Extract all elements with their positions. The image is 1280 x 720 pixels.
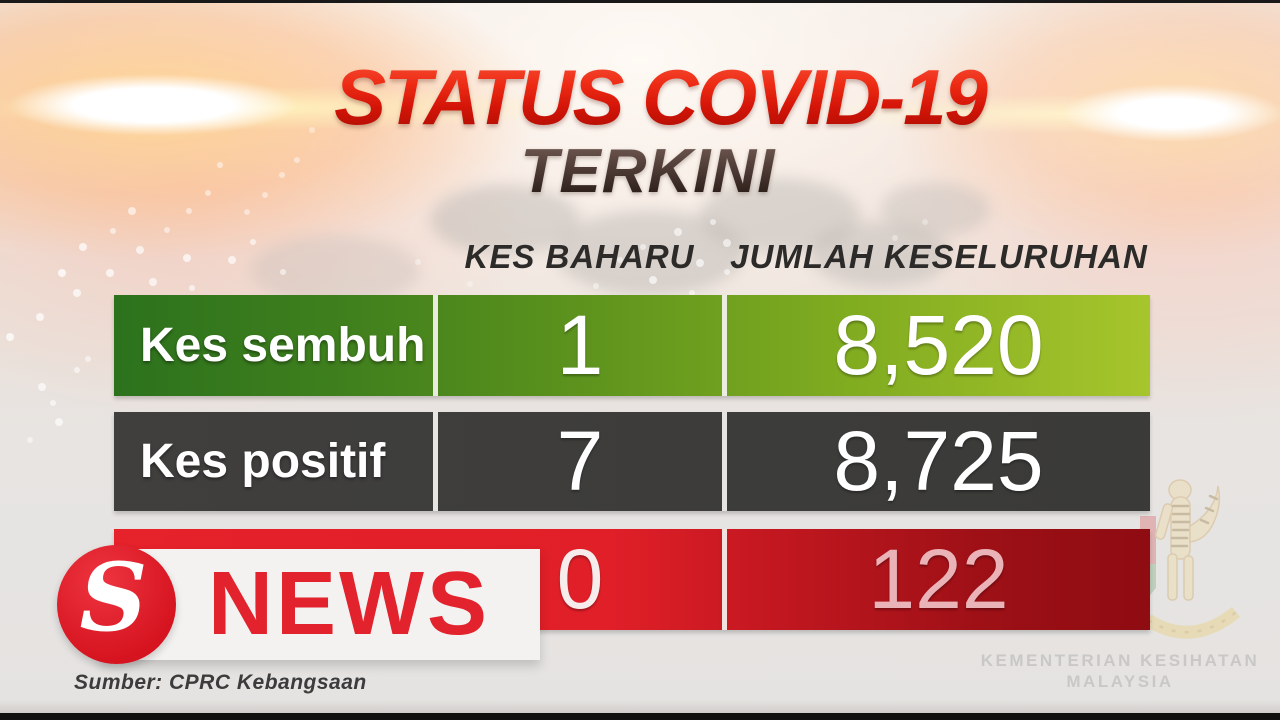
table-row-positive: Kes positif 7 8,725	[114, 412, 1150, 511]
star-logo-icon: S	[57, 542, 176, 664]
news-logo-word: NEWS	[208, 554, 490, 654]
column-header-total: JUMLAH KESELURUHAN	[730, 238, 1148, 275]
row-label: Kes positif	[140, 435, 386, 488]
page-subtitle: TERKINI	[16, 136, 1280, 207]
malaysia-coat-of-arms-watermark	[1140, 479, 1241, 639]
sun-flare-left-icon	[8, 74, 298, 136]
positive-new-cases-value: 7	[556, 414, 604, 508]
bottom-frame-bar	[0, 713, 1280, 720]
column-divider	[722, 295, 727, 396]
deaths-new-cases-value: 0	[556, 532, 604, 626]
column-header-new-cases: KES BAHARU	[464, 238, 695, 275]
row-label: Kes sembuh	[140, 319, 426, 372]
ministry-line1: KEMENTERIAN KESIHATAN	[980, 651, 1260, 670]
ministry-line2: MALAYSIA	[1066, 672, 1174, 691]
world-map-blob	[430, 185, 580, 255]
world-map-blob	[250, 235, 420, 305]
recovered-total-value: 8,520	[833, 298, 1044, 392]
source-caption: Sumber: CPRC Kebangsaan	[74, 671, 367, 694]
news-logo-bar: NEWS	[100, 549, 540, 660]
column-divider	[433, 295, 438, 396]
ministry-watermark: KEMENTERIAN KESIHATAN MALAYSIA	[972, 650, 1268, 692]
table-row-recovered: Kes sembuh 1 8,520	[114, 295, 1150, 396]
world-map-blob	[810, 222, 950, 287]
column-divider	[433, 412, 438, 511]
deaths-total-value: 122	[868, 532, 1009, 626]
page-title: STATUS COVID-19	[40, 52, 1280, 143]
top-frame-bar	[0, 0, 1280, 3]
sun-flare-right-icon	[1062, 84, 1280, 142]
column-divider	[722, 529, 727, 630]
star-logo-letter: S	[79, 542, 148, 653]
recovered-new-cases-value: 1	[556, 298, 604, 392]
positive-total-value: 8,725	[833, 414, 1044, 508]
world-map-blob	[880, 182, 990, 237]
bottom-shade	[0, 700, 1280, 713]
column-divider	[722, 412, 727, 511]
